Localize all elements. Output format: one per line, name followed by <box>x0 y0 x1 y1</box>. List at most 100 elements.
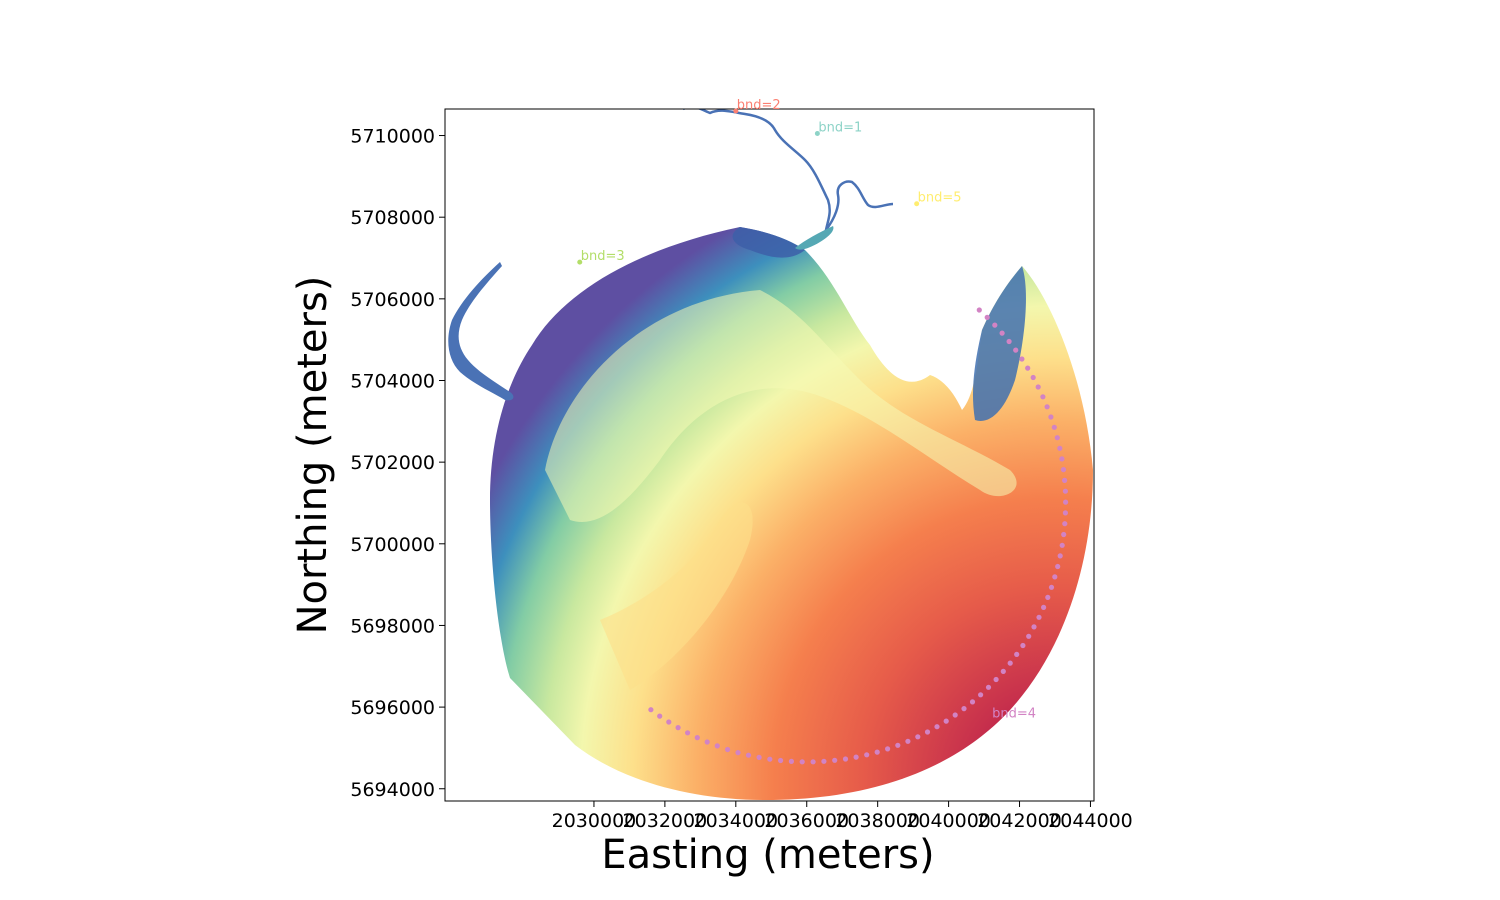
bnd4-node <box>1031 624 1037 630</box>
bnd4-node <box>821 758 827 764</box>
bnd4-node <box>976 307 982 313</box>
bnd4-node <box>1036 614 1042 620</box>
bnd4-node <box>961 706 967 712</box>
north-rim <box>732 227 805 258</box>
bnd4-node <box>1041 604 1047 611</box>
bnd4-node <box>1057 553 1063 559</box>
bnd4-node <box>648 707 654 713</box>
boundary-point <box>814 130 820 136</box>
bnd4-node <box>1007 660 1013 666</box>
bnd4-node <box>685 730 691 736</box>
x-axis-title: Easting (meters) <box>601 832 934 878</box>
bnd4-node <box>788 758 795 765</box>
bnd4-node <box>952 712 958 718</box>
bnd4-node <box>1026 633 1032 639</box>
bnd4-node <box>1048 584 1055 590</box>
y-tick-label: 5702000 <box>350 452 435 474</box>
bnd4-node <box>842 756 849 762</box>
axes-frame <box>444 108 1095 802</box>
bnd4-node <box>704 739 710 745</box>
bnd4-node <box>993 676 999 683</box>
bnd4-node <box>943 718 949 724</box>
bnd4-node <box>934 724 940 730</box>
bnd4-node <box>1062 488 1068 494</box>
bnd4-node <box>756 754 762 761</box>
y-tick-label: 5696000 <box>350 697 435 719</box>
bnd4-node <box>1044 404 1050 410</box>
bnd4-node <box>714 743 720 749</box>
bnd4-node <box>1063 499 1069 505</box>
x-tick-label: 2044000 <box>1048 810 1133 832</box>
boundary-label: bnd=4 <box>992 706 1036 721</box>
bnd4-node <box>864 752 870 758</box>
y-tick-label: 5694000 <box>350 779 435 801</box>
bnd4-node <box>1062 510 1068 516</box>
north-inlet <box>795 226 834 250</box>
river-north-branch <box>824 180 894 231</box>
bnd4-node <box>1013 347 1019 353</box>
bnd4-node <box>978 692 984 698</box>
boundary-label: bnd=1 <box>818 120 862 135</box>
x-tick-label: 2030000 <box>552 810 637 832</box>
bnd4-node <box>745 752 752 758</box>
x-tick-label: 2042000 <box>977 810 1062 832</box>
bnd4-node <box>675 725 681 731</box>
bnd4-node <box>999 330 1005 336</box>
x-tick-label: 2036000 <box>764 810 849 832</box>
boundary-markers: bnd=1 bnd=2 bnd=3 bnd=4 bnd=5 <box>577 98 1036 721</box>
x-tick-label: 2034000 <box>693 810 778 832</box>
bnd4-node <box>1052 574 1058 580</box>
y-axis: 5694000 5696000 5698000 5700000 5702000 57040… <box>350 126 445 801</box>
bnd4-node <box>778 757 784 764</box>
bnd4-node <box>1057 445 1063 451</box>
x-tick-label: 2040000 <box>906 810 991 832</box>
y-tick-label: 5706000 <box>350 289 435 311</box>
x-tick-label: 2038000 <box>835 810 920 832</box>
bnd4-node <box>969 699 976 705</box>
x-tick-label: 2032000 <box>623 810 708 832</box>
y-tick-label: 5698000 <box>350 615 435 637</box>
plot-area <box>448 109 1093 800</box>
bnd4-node <box>874 749 880 755</box>
bnd4-node <box>885 746 891 752</box>
bnd4-node <box>666 719 672 725</box>
boundary-point <box>733 108 739 114</box>
bnd4-node <box>985 684 992 690</box>
bnd4-node <box>767 756 773 762</box>
bnd4-node <box>1062 477 1068 483</box>
boundary-label: bnd=2 <box>737 98 781 113</box>
y-tick-label: 5704000 <box>350 370 435 392</box>
bnd4-node <box>799 759 805 765</box>
bnd4-node <box>992 322 998 328</box>
y-tick-label: 5708000 <box>350 207 435 229</box>
bnd4-node <box>1059 456 1065 462</box>
bnd4-node <box>810 759 816 765</box>
bnd4-node <box>1045 594 1051 601</box>
bnd4-node <box>1019 356 1025 362</box>
bnd4-node <box>1030 374 1036 381</box>
bnd4-node <box>915 734 921 740</box>
y-tick-label: 5710000 <box>350 126 435 148</box>
bnd4-node <box>1014 651 1020 658</box>
bnd4-node <box>1048 414 1054 420</box>
bnd4-node <box>1006 338 1012 345</box>
y-tick-label: 5700000 <box>350 534 435 556</box>
boundary-point <box>577 259 583 265</box>
upper-shoal <box>545 290 1017 522</box>
northeast-spit <box>972 266 1026 421</box>
bnd4-node <box>1055 563 1061 570</box>
bnd4-node <box>1051 424 1057 430</box>
bnd4-node <box>725 746 731 753</box>
bnd4-boundary-nodes <box>648 307 1069 765</box>
west-channel-shoal <box>600 502 753 690</box>
bnd4-node <box>735 750 741 756</box>
bnd4-node <box>1040 394 1046 400</box>
bnd4-node <box>924 729 931 735</box>
bnd4-node <box>1054 435 1060 441</box>
bnd4-node <box>895 742 901 748</box>
bnd4-node <box>1035 384 1041 390</box>
bnd4-node <box>1062 521 1068 527</box>
bnd4-node <box>694 735 700 741</box>
x-axis: 2030000203200020340002036000203800020400… <box>552 801 1133 832</box>
